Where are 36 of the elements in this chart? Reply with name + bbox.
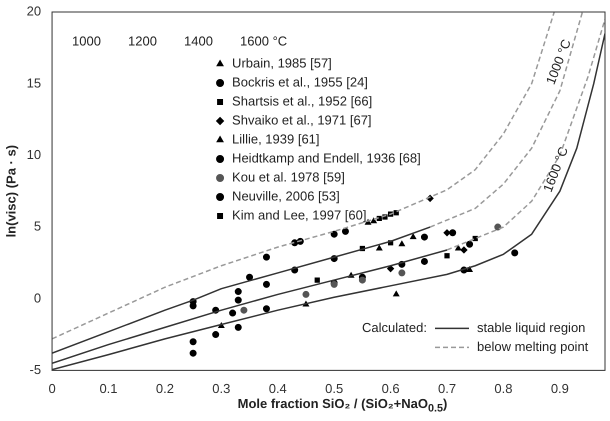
annotation: 1600 °C (240, 34, 288, 49)
x-tick-label: 0.1 (99, 380, 118, 396)
y-tick-label: 0 (34, 290, 42, 306)
legend-label: Kim and Lee, 1997 [60] (232, 208, 366, 223)
annotation: 1000 °C (542, 37, 574, 87)
x-tick-label: 0.7 (438, 380, 456, 396)
legend-label: Heidtkamp and Endell, 1936 [68] (232, 150, 421, 166)
legend-label: Neuville, 2006 [53] (232, 188, 340, 204)
y-tick-label: -5 (29, 362, 42, 377)
legend-label: Lillie, 1939 [61] (232, 132, 320, 147)
legend-label: Urbain, 1985 [57] (232, 56, 332, 71)
legend-label: Bockris et al., 1955 [24] (232, 74, 368, 90)
annotation: 1200 (128, 34, 157, 49)
annotation: 1400 (184, 34, 213, 49)
legend-label: below melting point (477, 338, 589, 354)
x-tick-label: 0.9 (550, 380, 569, 396)
legend-label: stable liquid region (477, 320, 586, 335)
legend-label: Kou et al. 1978 [59] (232, 170, 345, 185)
x-tick-label: 0.2 (156, 380, 174, 396)
annotation: 1000 (72, 34, 101, 49)
annotation: 1600 °C (540, 144, 571, 194)
y-tick-label: 20 (26, 4, 42, 19)
y-tick-label: 5 (34, 218, 42, 234)
legend-label: Shartsis et al., 1952 [66] (232, 94, 372, 109)
x-tick-label: 0.3 (212, 380, 230, 396)
x-axis-title: Mole fraction SiO₂ / (SiO₂+NaO$_{0.5}$) (236, 396, 448, 415)
y-axis-title: ln(visc) (Pa · s) (3, 144, 18, 238)
x-tick-label: 0.6 (382, 380, 400, 396)
y-tick-label: 10 (26, 146, 42, 162)
x-tick-label: 0.8 (494, 380, 512, 396)
legend-title: Calculated: (362, 320, 427, 335)
x-tick-label: 0.5 (325, 380, 344, 396)
y-tick-label: 15 (26, 75, 42, 90)
x-tick-label: 0 (48, 380, 56, 396)
x-tick-label: 0.4 (268, 380, 287, 396)
legend-label: Shvaiko et al., 1971 [67] (232, 112, 372, 128)
